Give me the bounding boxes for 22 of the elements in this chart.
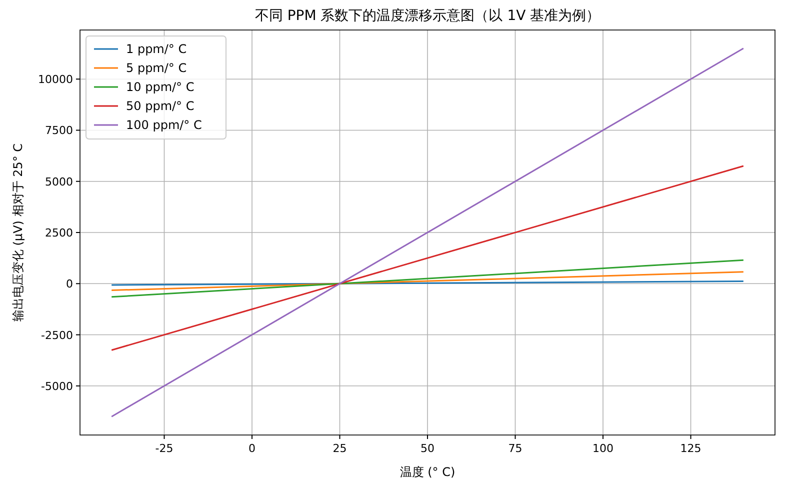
x-axis-title: 温度 (° C): [400, 465, 456, 479]
legend-label: 10 ppm/° C: [126, 80, 194, 94]
x-tick-label: 0: [248, 442, 256, 455]
x-tick-label: -25: [155, 442, 174, 455]
x-tick-label: 125: [680, 442, 702, 455]
chart-title: 不同 PPM 系数下的温度漂移示意图（以 1V 基准为例）: [254, 8, 600, 24]
x-tick-label: 75: [508, 442, 522, 455]
y-tick-label: 7500: [45, 124, 73, 138]
legend-label: 50 ppm/° C: [126, 99, 194, 113]
y-tick-label: 0: [66, 278, 73, 291]
y-axis-title: 输出电压变化 (μV) 相对于 25° C: [11, 143, 25, 322]
x-tick-label: 50: [420, 442, 434, 455]
y-tick-label: 5000: [45, 175, 73, 188]
y-tick-label: -5000: [41, 380, 73, 393]
y-tick-label: -2500: [41, 328, 73, 342]
x-tick-label: 100: [592, 442, 614, 455]
legend-label: 1 ppm/° C: [126, 42, 187, 56]
y-tick-label: 2500: [45, 226, 73, 240]
legend-label: 5 ppm/° C: [126, 61, 187, 75]
x-tick-label: 25: [332, 442, 347, 455]
y-tick-label: 10000: [38, 73, 73, 86]
legend-label: 100 ppm/° C: [126, 118, 202, 132]
